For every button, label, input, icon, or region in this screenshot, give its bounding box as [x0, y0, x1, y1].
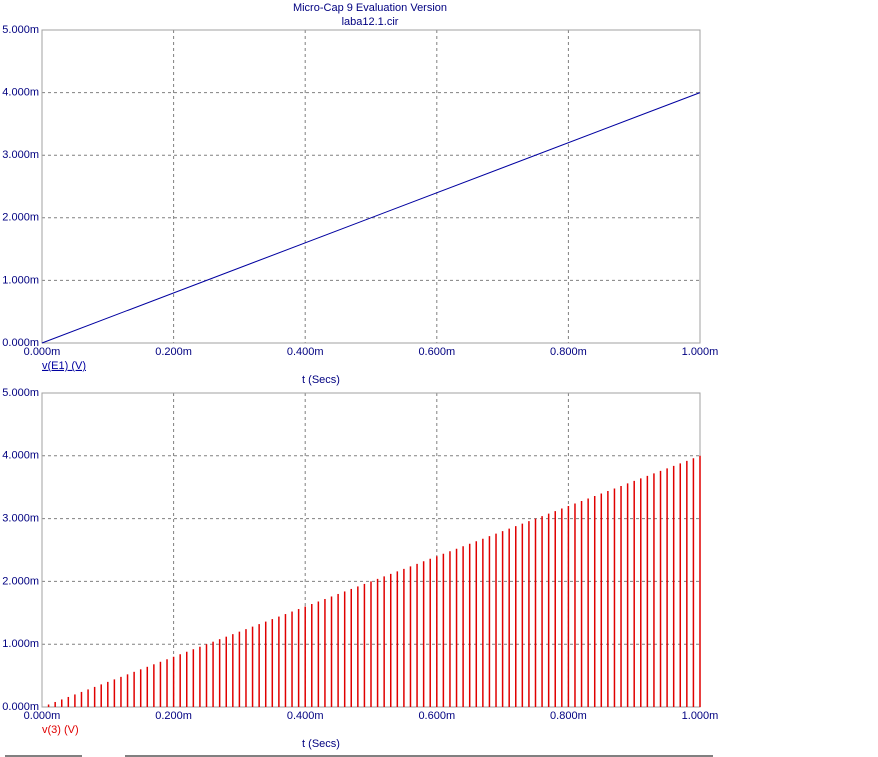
x-tick-label: 0.200m: [155, 710, 192, 722]
x-tick-label: 0.000m: [24, 346, 61, 358]
y-tick-label: 1.000m: [2, 274, 39, 286]
x-tick-label: 0.200m: [155, 346, 192, 358]
chart-title: Micro-Cap 9 Evaluation Version: [293, 2, 447, 14]
y-tick-label: 5.000m: [2, 387, 39, 399]
legend-entry: v(3) (V): [42, 724, 79, 736]
x-axis-label: t (Secs): [302, 738, 340, 750]
x-tick-label: 1.000m: [682, 710, 719, 722]
legend-entry: v(E1) (V): [42, 360, 86, 372]
y-tick-label: 4.000m: [2, 450, 39, 462]
x-axis-label: t (Secs): [302, 374, 340, 386]
line: [41, 92, 701, 344]
x-tick-label: 0.800m: [550, 346, 587, 358]
x-tick-label: 0.000m: [24, 710, 61, 722]
x-tick-label: 0.600m: [418, 346, 455, 358]
chart-subtitle: laba12.1.cir: [342, 16, 399, 28]
y-tick-label: 2.000m: [2, 212, 39, 224]
x-tick-label: 0.400m: [287, 346, 324, 358]
y-tick-label: 0.000m: [2, 337, 39, 349]
y-tick-label: 3.000m: [2, 513, 39, 525]
y-tick-label: 4.000m: [2, 87, 39, 99]
x-tick-label: 0.600m: [418, 710, 455, 722]
y-tick-label: 2.000m: [2, 575, 39, 587]
x-tick-label: 1.000m: [682, 346, 719, 358]
y-tick-label: 3.000m: [2, 149, 39, 161]
plot-frame: [41, 29, 701, 344]
x-tick-label: 0.800m: [550, 710, 587, 722]
y-tick-label: 5.000m: [2, 24, 39, 36]
x-tick-label: 0.400m: [287, 710, 324, 722]
y-tick-label: 1.000m: [2, 638, 39, 650]
y-tick-label: 0.000m: [2, 701, 39, 713]
